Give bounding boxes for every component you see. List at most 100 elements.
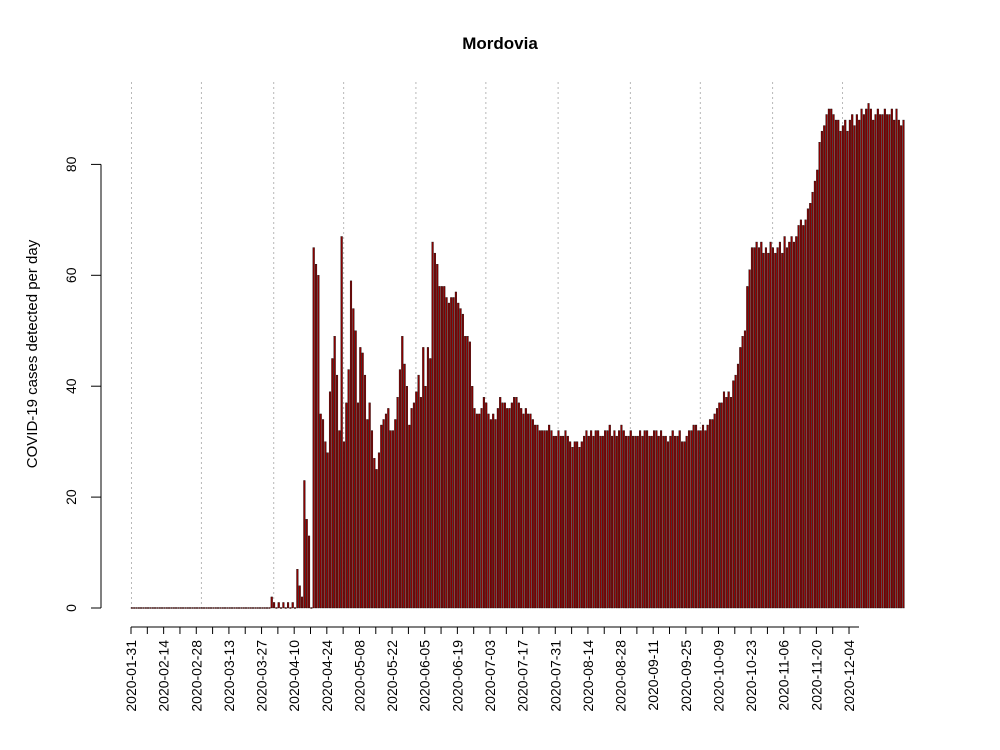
bar <box>750 247 754 609</box>
bar <box>900 125 903 609</box>
bar <box>867 103 870 609</box>
x-tick-label: 2020-08-14 <box>580 640 596 712</box>
bar <box>172 607 175 609</box>
bar <box>331 358 334 609</box>
y-tick-label: 80 <box>63 156 79 172</box>
bar <box>147 607 150 609</box>
bar <box>380 424 383 609</box>
bar <box>189 607 192 609</box>
bar <box>328 391 332 609</box>
bar <box>254 607 257 609</box>
bar <box>590 430 593 609</box>
bar <box>879 114 882 609</box>
x-tick-label: 2020-05-22 <box>384 640 400 712</box>
bar <box>440 286 443 609</box>
x-axis: 2020-01-31 2020-02-14 2020-02-28 2020-03-13… <box>123 626 859 712</box>
bar <box>769 241 772 609</box>
bars <box>130 103 905 609</box>
bar <box>853 125 856 609</box>
bar <box>639 430 642 609</box>
bar <box>895 108 898 609</box>
bar <box>573 441 576 609</box>
bar <box>417 374 420 609</box>
bar <box>324 441 327 609</box>
x-tick-label: 2020-09-11 <box>645 640 661 711</box>
bar <box>196 607 199 609</box>
bar <box>804 219 807 609</box>
bar <box>729 397 733 609</box>
bar <box>268 607 271 609</box>
bar <box>326 452 329 609</box>
x-tick-label: 2020-03-13 <box>221 640 237 712</box>
bar <box>335 374 339 609</box>
bar <box>238 607 241 609</box>
bar <box>690 430 693 609</box>
bar <box>760 241 763 609</box>
bar <box>240 607 243 609</box>
bar <box>757 247 761 609</box>
bar <box>664 435 667 609</box>
bar <box>543 430 546 609</box>
bar <box>485 402 488 609</box>
bar <box>674 435 677 609</box>
bar <box>650 435 653 609</box>
bar <box>489 419 492 609</box>
bar <box>438 286 441 609</box>
bar <box>266 607 269 609</box>
bar <box>683 441 686 609</box>
bar <box>163 607 166 609</box>
bar <box>687 430 691 609</box>
bar <box>771 247 774 609</box>
bar <box>641 435 644 609</box>
bar <box>587 435 590 609</box>
x-tick-label: 2020-01-31 <box>123 640 139 712</box>
bar <box>226 607 229 609</box>
bar <box>699 430 702 609</box>
bar <box>382 419 385 609</box>
bar <box>321 419 325 609</box>
bar <box>741 336 744 609</box>
bar <box>524 408 527 609</box>
bar <box>680 441 684 609</box>
bar <box>722 391 726 609</box>
bar <box>671 430 674 609</box>
bar <box>422 347 425 609</box>
x-tick-label: 2020-07-17 <box>515 640 531 712</box>
bar <box>503 402 506 609</box>
bar <box>338 430 341 609</box>
bar <box>727 391 730 609</box>
bar <box>548 424 551 609</box>
bar <box>259 607 262 609</box>
bar <box>883 108 886 609</box>
bar <box>333 336 336 609</box>
bar <box>424 386 427 609</box>
bar <box>287 602 290 609</box>
bar <box>825 114 828 609</box>
bar <box>359 347 362 609</box>
bar <box>613 430 616 609</box>
bar <box>140 607 143 609</box>
bar <box>713 413 716 609</box>
bar <box>534 424 537 609</box>
bar <box>632 435 635 609</box>
bar <box>795 236 798 609</box>
bar <box>289 607 292 609</box>
y-tick-label: 20 <box>63 489 79 505</box>
bar <box>203 607 206 609</box>
bar <box>704 430 707 609</box>
chart-title: Mordovia <box>462 34 538 53</box>
bar <box>480 408 483 609</box>
bar <box>739 347 742 609</box>
bar <box>629 430 632 609</box>
x-tick-label: 2020-04-10 <box>286 640 302 712</box>
bar <box>156 607 159 609</box>
bar <box>499 397 502 609</box>
bar <box>648 435 651 609</box>
bar <box>475 413 478 609</box>
bar <box>391 430 395 609</box>
x-tick-label: 2020-06-19 <box>449 640 465 712</box>
bar <box>307 535 311 609</box>
bar <box>468 341 471 609</box>
bar <box>210 607 213 609</box>
bar <box>445 297 448 609</box>
